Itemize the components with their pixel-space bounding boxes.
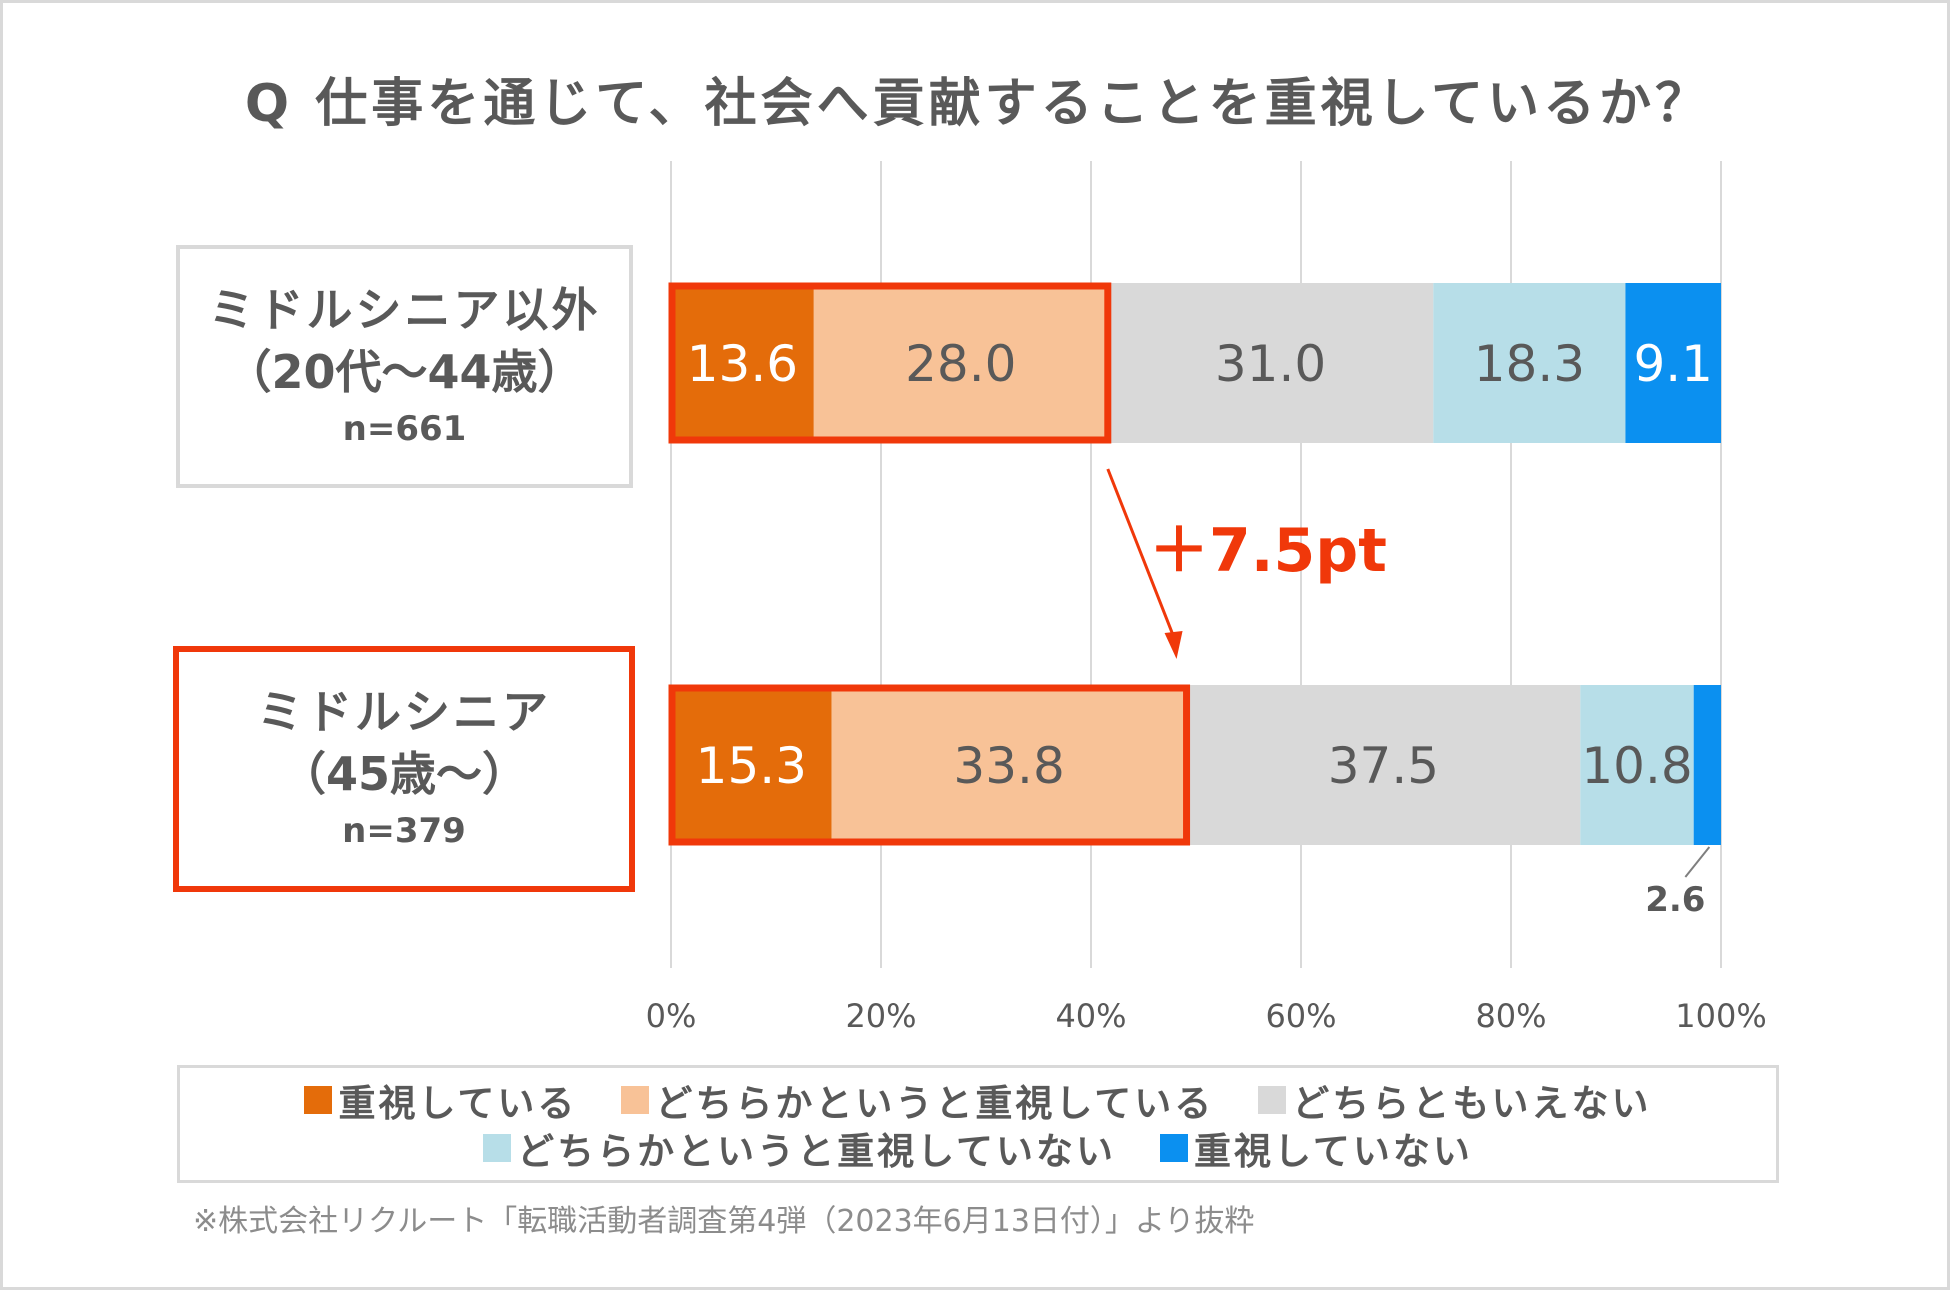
data-label: 31.0 [1215, 335, 1326, 393]
category-sublabel: （45歳〜） [279, 747, 528, 801]
legend-item: どちらともいえない [1258, 1077, 1651, 1125]
legend-item: 重視していない [1160, 1125, 1473, 1173]
bar-segment [1433, 283, 1626, 443]
legend-swatch [304, 1086, 333, 1114]
category-sublabel: （20代〜44歳） [225, 344, 584, 399]
legend-item: どちらかというと重視している [621, 1077, 1214, 1125]
data-label: 37.5 [1328, 737, 1439, 795]
data-label: 10.8 [1581, 737, 1692, 795]
data-label: 18.3 [1474, 335, 1585, 393]
x-tick-label: 60% [1265, 997, 1336, 1035]
legend-swatch [621, 1086, 650, 1114]
bar-segment [831, 685, 1187, 845]
data-label: 13.6 [687, 335, 798, 393]
category-label-box-highlighted: ミドルシニア （45歳〜） n=379 [173, 646, 635, 892]
legend-item: 重視している [304, 1077, 577, 1125]
category-sample-size: n=661 [342, 408, 467, 449]
legend-label: 重視している [338, 1082, 578, 1125]
highlight-outline [668, 684, 1191, 846]
data-label: 9.1 [1633, 335, 1713, 393]
category-sample-size: n=379 [342, 811, 466, 851]
category-label-box: ミドルシニア以外 （20代〜44歳） n=661 [176, 245, 633, 488]
legend-swatch [1258, 1086, 1287, 1114]
legend: 重視している どちらかというと重視している どちらともいえないどちらかというと重視し… [177, 1065, 1779, 1183]
legend-label: 重視していない [1194, 1130, 1473, 1173]
category-label: ミドルシニア [257, 685, 551, 739]
bar-segment [813, 283, 1108, 443]
source-note: ※株式会社リクルート「転職活動者調査第4弾（2023年6月13日付）」より抜粋 [193, 1204, 1255, 1239]
difference-annotation: ＋7.5pt [1149, 516, 1387, 586]
bar-segment [671, 685, 832, 845]
callout-leader-line [1684, 846, 1711, 878]
x-tick-label: 0% [646, 997, 697, 1035]
stacked-bar-chart: 0% 20% 40% 60% 80% 100% 13.6 28.0 31.0 18.3 9.1 15.… [646, 161, 1767, 1035]
x-tick-label: 20% [845, 997, 916, 1035]
bar-segment [1580, 685, 1694, 845]
x-tick-label: 80% [1475, 997, 1546, 1035]
legend-label: どちらともいえない [1292, 1082, 1652, 1125]
bar-segment [1625, 283, 1721, 443]
legend-swatch [483, 1134, 512, 1162]
x-tick-label: 40% [1055, 997, 1126, 1035]
highlight-outline [668, 282, 1112, 444]
callout-label: 2.6 [1645, 880, 1705, 920]
bar-segment [1107, 283, 1434, 443]
data-label: 33.8 [953, 737, 1064, 795]
difference-arrow-head [1164, 631, 1183, 659]
bar-segment [1693, 685, 1721, 845]
x-tick-label: 100% [1675, 997, 1766, 1035]
category-label: ミドルシニア以外 [208, 282, 601, 337]
legend-swatch [1160, 1134, 1188, 1162]
bar-segment [671, 283, 814, 443]
legend-item: どちらかというと重視していない [483, 1125, 1116, 1173]
legend-label: どちらかというと重視している [655, 1082, 1215, 1125]
chart-title: Q 仕事を通じて、社会へ貢献することを重視しているか？ [244, 74, 1712, 134]
data-label: 15.3 [696, 737, 807, 795]
data-label: 28.0 [905, 335, 1016, 393]
legend-label: どちらかというと重視していない [517, 1130, 1116, 1173]
difference-arrow-line [1106, 468, 1176, 640]
bar-segment [1186, 685, 1581, 845]
